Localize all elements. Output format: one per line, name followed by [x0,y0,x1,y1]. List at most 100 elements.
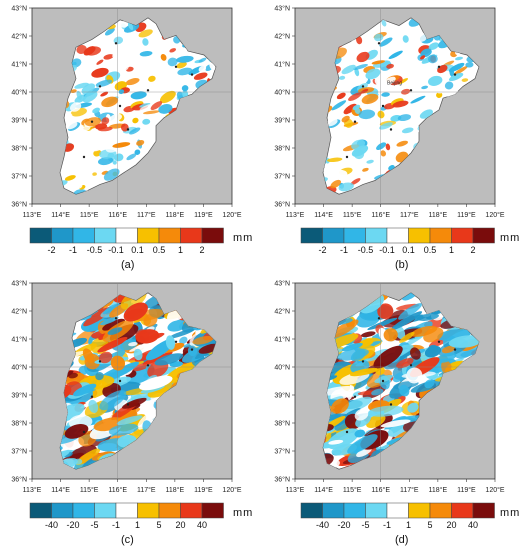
y-tick-label: 41°N [274,61,290,69]
city-marker [98,85,102,88]
colorbar-c: -40 -20 -5 -1 1 5 20 40 [29,502,224,530]
x-tick-label: 116°E [371,211,390,219]
x-tick-label: 117°E [400,211,419,219]
y-tick-label: 37°N [11,448,27,456]
colorbar-tick-label: 0.5 [424,245,437,255]
colorbar-tick-label: -0.5 [87,245,103,255]
colorbar-a: -2 -1 -0.5 -0.1 0.1 0.5 1 2 [29,227,224,255]
y-tick-label: 36°N [274,476,290,484]
colorbar-box [72,227,95,244]
x-tick-label: 117°E [137,486,156,494]
colorbar-box [201,227,224,244]
y-tick-label: 36°N [274,201,290,209]
colorbar-tick-label: -40 [316,520,329,530]
map-b: Beijing 113°E 114°E 115°E 116°E 117°E 118°E 119… [274,5,505,220]
city-marker [118,379,122,383]
x-tick-label: 114°E [314,211,333,219]
city-marker [98,360,102,363]
colorbar-box [408,502,431,519]
y-tick-label: 40°N [274,89,290,97]
map-d: 113°E 114°E 115°E 116°E 117°E 118°E 119°E 120°E… [274,280,505,495]
caption-a: (a) [121,259,135,271]
colorbar-box [137,227,160,244]
y-tick-label: 36°N [11,476,27,484]
colorbar-box [115,502,138,519]
colorbar-box [322,227,345,244]
city-marker [126,128,130,131]
colorbar-box [158,227,181,244]
unit-b: mm [500,232,521,244]
colorbar-tick-label: -40 [45,520,58,530]
colorbar-box [72,502,95,519]
colorbar-box [343,227,366,244]
colorbar-box [451,227,474,244]
x-tick-label: 120°E [222,486,241,494]
colorbar-box [180,227,203,244]
y-tick-label: 39°N [11,117,27,125]
x-tick-label: 113°E [23,211,42,219]
colorbar-box [429,502,452,519]
y-tick-label: 39°N [274,392,290,400]
city-marker [377,42,381,45]
colorbar-box [29,227,52,244]
colorbar-box [300,227,323,244]
colorbar-tick-label: -20 [337,520,350,530]
x-tick-label: 118°E [429,486,448,494]
colorbar-tick-label: -1 [69,245,77,255]
y-tick-label: 41°N [274,336,290,344]
x-tick-label: 114°E [51,211,70,219]
colorbar-tick-label: 40 [197,520,207,530]
x-tick-label: 118°E [166,486,185,494]
city-marker [190,73,194,76]
colorbar-box [386,502,409,519]
city-marker [453,73,457,76]
city-marker [126,403,130,406]
y-tick-label: 42°N [11,33,27,41]
colorbar-box [451,502,474,519]
colorbar-box [386,227,409,244]
city-marker [437,340,441,343]
x-tick-label: 116°E [108,486,127,494]
y-tick-label: 37°N [274,173,290,181]
unit-a: mm [233,232,254,244]
colorbar-box [408,227,431,244]
colorbar-tick-label: 20 [446,520,456,530]
colorbar-tick-label: 2 [199,245,204,255]
city-marker [90,120,94,123]
colorbar-tick-label: -0.1 [379,245,395,255]
colorbar-box [472,227,495,244]
city-marker [118,104,122,108]
city-marker [345,155,349,159]
colorbar-box [365,227,388,244]
colorbar-tick-label: 1 [406,520,411,530]
x-tick-label: 117°E [137,211,156,219]
y-tick-label: 40°N [11,89,27,97]
caption-d: (d) [395,534,409,546]
y-tick-label: 39°N [11,392,27,400]
map-a: 113°E 114°E 115°E 116°E 117°E 118°E 119°E 120°E… [11,5,242,220]
panel-b: Beijing 113°E 114°E 115°E 116°E 117°E 118°E 119… [263,0,526,275]
x-tick-label: 113°E [286,486,305,494]
colorbar-d: -40 -20 -5 -1 1 5 20 40 [300,502,495,530]
y-tick-label: 38°N [274,420,290,428]
city-marker [377,317,381,320]
city-marker [114,42,118,45]
city-marker [353,120,357,123]
x-tick-label: 115°E [343,211,362,219]
city-marker [190,348,194,351]
y-tick-label: 42°N [11,308,27,316]
colorbar-box [94,502,117,519]
y-tick-label: 38°N [274,145,290,153]
colorbar-tick-label: 5 [156,520,161,530]
colorbar-tick-label: 0.5 [153,245,166,255]
x-tick-label: 114°E [314,486,333,494]
x-tick-label: 115°E [343,486,362,494]
y-tick-label: 37°N [274,448,290,456]
city-marker [409,89,413,92]
city-marker [82,430,86,434]
city-marker [146,364,150,367]
unit-d: mm [500,507,521,519]
colorbar-box [94,227,117,244]
x-tick-label: 115°E [80,211,99,219]
y-tick-label: 41°N [11,61,27,69]
